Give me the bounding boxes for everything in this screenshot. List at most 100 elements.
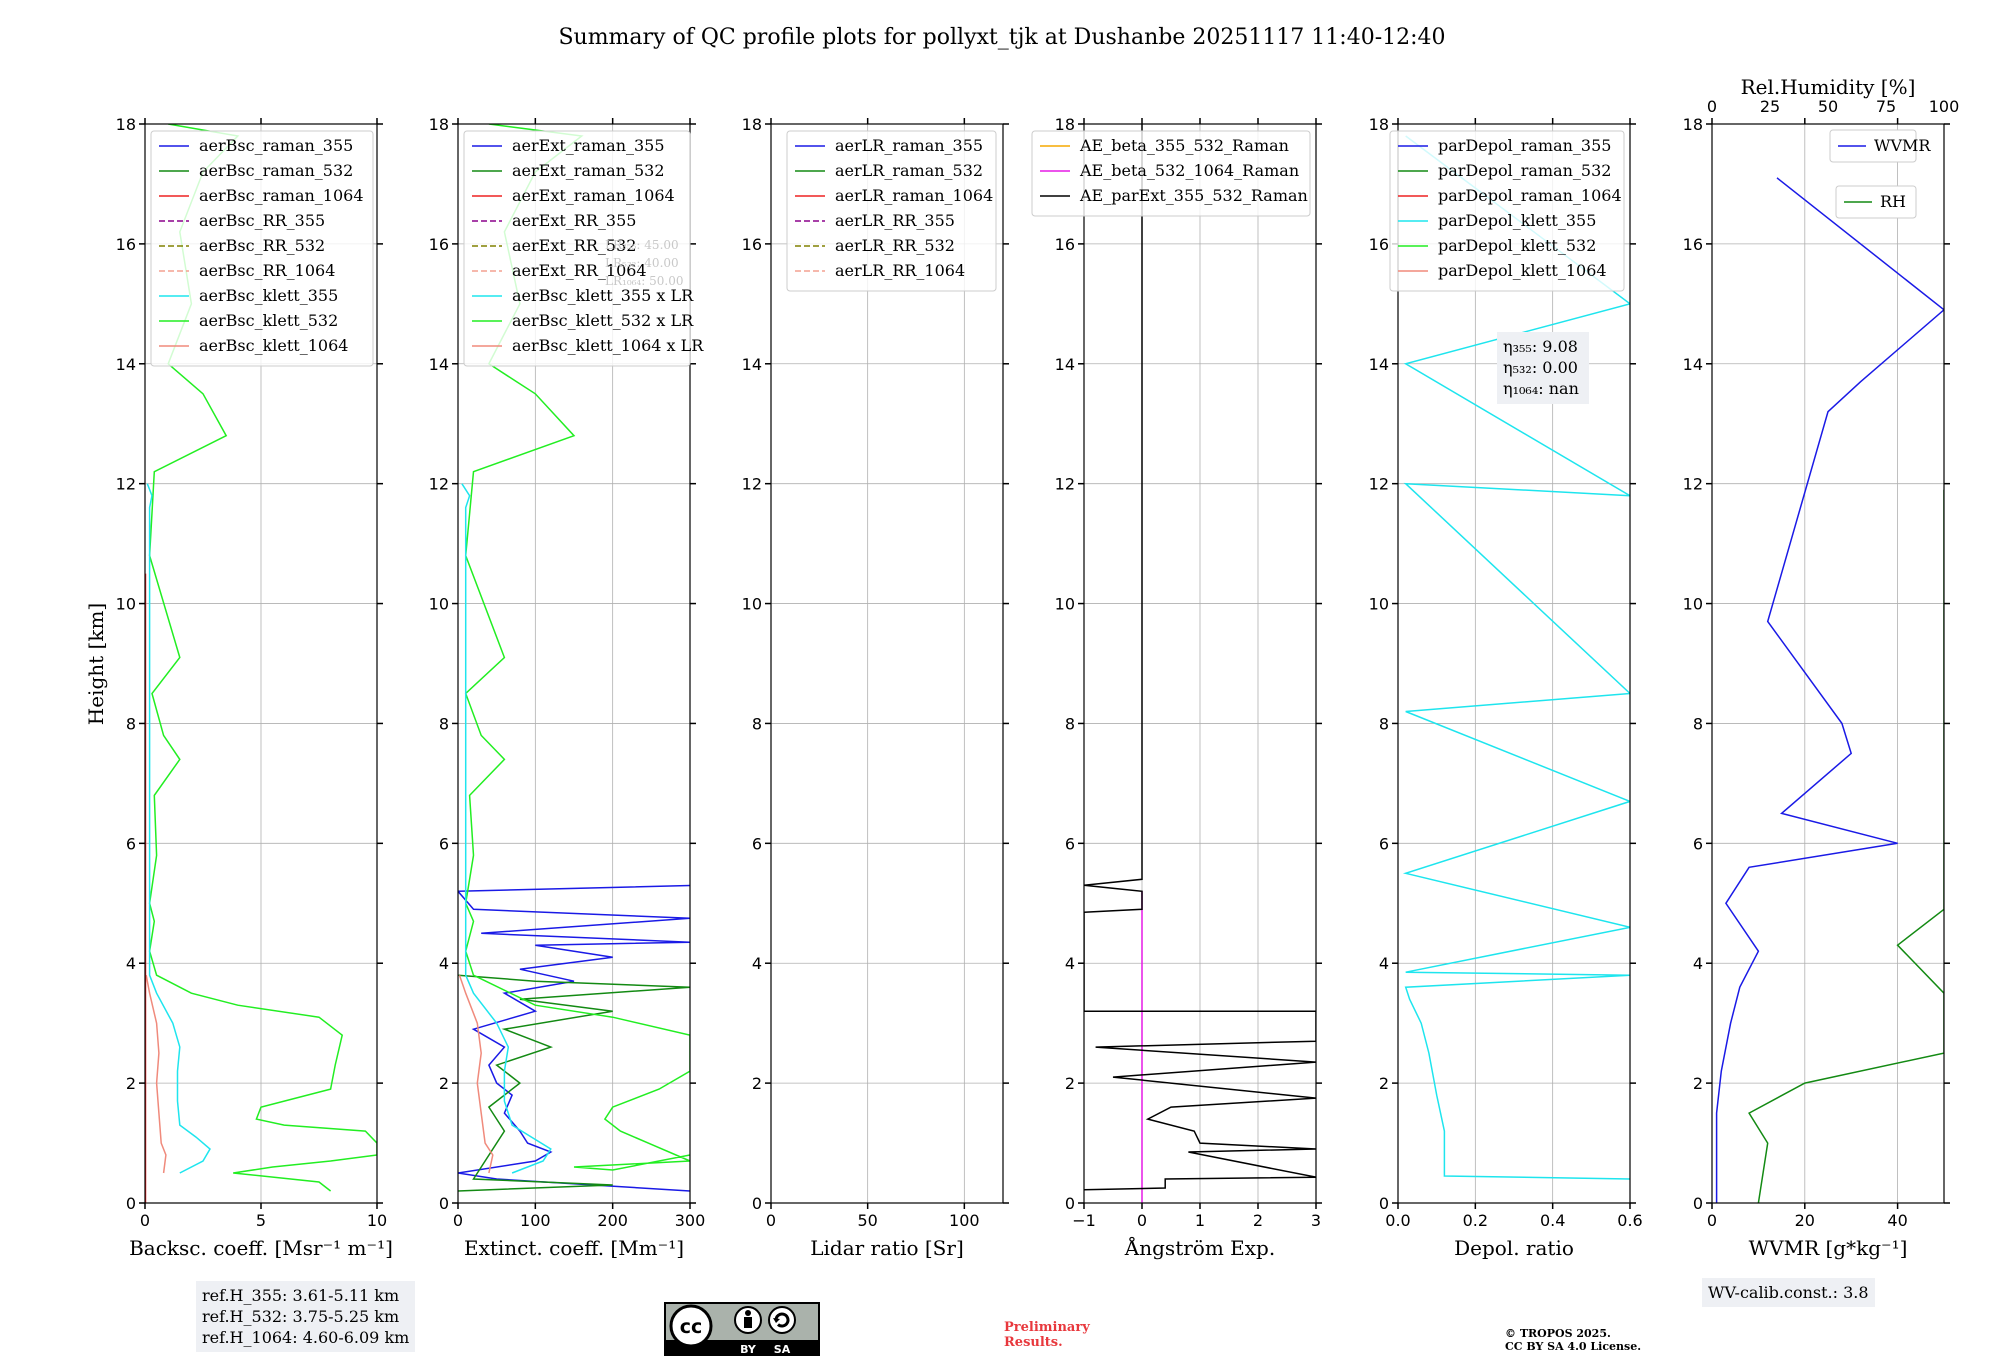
- x-axis-label: Extinct. coeff. [Mm⁻¹]: [464, 1236, 684, 1260]
- axes-frame: [1397, 123, 1631, 1204]
- series-aerBsc_klett_1064 x LR: [458, 974, 494, 1174]
- legend-label: aerExt_RR_355: [512, 211, 636, 230]
- legend-box: [1835, 185, 1917, 219]
- x-axis-label: WVMR [g*kg⁻¹]: [1749, 1236, 1908, 1260]
- legend-label: aerLR_raman_532: [835, 161, 983, 180]
- y-tick-label: 2: [439, 1074, 449, 1093]
- x-tick-label: 50: [857, 1211, 877, 1230]
- y-tick-label: 12: [1055, 475, 1075, 494]
- sa-text: SA: [774, 1343, 791, 1356]
- legend-label: AE_beta_532_1064_Raman: [1079, 161, 1299, 180]
- legend: aerBsc_raman_355 aerBsc_raman_532 aerBsc_r…: [150, 130, 374, 367]
- legend-box: [786, 130, 997, 292]
- y-tick-label: 16: [1369, 235, 1389, 254]
- series-aerBsc_klett_355: [146, 483, 211, 1174]
- legend-box: [1031, 130, 1311, 217]
- preliminary-results: Preliminary Results.: [1004, 1320, 1090, 1350]
- x-tick-label: 0.0: [1385, 1211, 1410, 1230]
- legend-label: aerLR_raman_1064: [835, 186, 993, 205]
- ref-height-1064: ref.H_1064: 4.60-6.09 km: [202, 1328, 410, 1347]
- y-tick-label: 18: [1369, 115, 1389, 134]
- axes-frame: [1711, 123, 1945, 1204]
- x-tick-label: 3: [1311, 1211, 1321, 1230]
- x-tick-label: 100: [520, 1211, 551, 1230]
- legend-label: aerBsc_RR_355: [199, 211, 325, 230]
- series-RH: [1748, 489, 1944, 1203]
- wv-calib-box: WV-calib.const.: 3.8: [1702, 1278, 1875, 1307]
- top-x-tick-label: 50: [1818, 97, 1838, 116]
- legend-label: parDepol_klett_532: [1438, 236, 1596, 255]
- x-tick-label: 10: [367, 1211, 387, 1230]
- legend-label: aerExt_raman_355: [512, 136, 665, 155]
- y-tick-label: 8: [1065, 714, 1075, 733]
- copyright-notice: © TROPOS 2025. CC BY SA 4.0 License.: [1505, 1327, 1642, 1353]
- series-AE_parExt_355_532_Raman: [1084, 124, 1316, 1191]
- y-tick-label: 12: [116, 475, 136, 494]
- y-tick-label: 2: [752, 1074, 762, 1093]
- legend-label: parDepol_klett_355: [1438, 211, 1596, 230]
- legend-label: parDepol_raman_532: [1438, 161, 1611, 180]
- series-aerBsc_klett_532: [148, 124, 377, 1192]
- legend-label: aerLR_raman_355: [835, 136, 983, 155]
- panel-depolarization: 0 2 4 6 8 10 12 14 16 18 0.0 0.2 0.4 0.6 Depol. ratio p…: [1369, 115, 1643, 1260]
- ref-height-355: ref.H_355: 3.61-5.11 km: [202, 1286, 400, 1305]
- top-x-tick-label: 75: [1876, 97, 1896, 116]
- y-tick-label: 8: [752, 714, 762, 733]
- x-tick-label: 0: [1137, 1211, 1147, 1230]
- eta-annotation: η₃₅₅: 9.08: [1503, 337, 1578, 356]
- legend-label: aerBsc_klett_1064 x LR: [512, 336, 704, 355]
- axes-frame: [457, 123, 691, 1204]
- legend-label: aerExt_RR_532: [512, 236, 636, 255]
- legend-box: [1829, 129, 1917, 163]
- eta-annotation: η₁₀₆₄: nan: [1503, 379, 1579, 398]
- panel-lidar-ratio: 0 2 4 6 8 10 12 14 16 18 0 50 100 Lidar ratio [Sr] aer…: [742, 115, 1009, 1260]
- y-tick-label: 8: [439, 714, 449, 733]
- legend-label: aerBsc_RR_532: [199, 236, 325, 255]
- y-tick-label: 4: [439, 954, 449, 973]
- x-tick-label: 2: [1253, 1211, 1263, 1230]
- y-tick-label: 2: [1379, 1074, 1389, 1093]
- y-tick-label: 4: [752, 954, 762, 973]
- y-tick-label: 6: [752, 834, 762, 853]
- series-aerExt_raman_355: [458, 884, 690, 1192]
- x-tick-label: 0.6: [1617, 1211, 1642, 1230]
- y-tick-label: 16: [742, 235, 762, 254]
- y-tick-label: 0: [126, 1194, 136, 1213]
- y-tick-label: 8: [1693, 714, 1703, 733]
- x-tick-label: 0: [766, 1211, 776, 1230]
- y-tick-label: 12: [429, 475, 449, 494]
- by-text: BY: [740, 1343, 757, 1356]
- cc-text: cc: [680, 1316, 703, 1338]
- legend: parDepol_raman_355 parDepol_raman_532 parD…: [1389, 130, 1625, 292]
- x-tick-label: 0.2: [1463, 1211, 1488, 1230]
- axes-frame: [770, 123, 1004, 1204]
- x-tick-label: 0: [1707, 1211, 1717, 1230]
- lidar-ratio-annotation: LR₁₀₆₄: 50.00: [605, 274, 683, 288]
- y-tick-label: 10: [1683, 595, 1703, 614]
- y-tick-label: 0: [439, 1194, 449, 1213]
- x-tick-label: 20: [1795, 1211, 1815, 1230]
- y-tick-label: 16: [1055, 235, 1075, 254]
- legend-label: aerExt_raman_1064: [512, 186, 675, 205]
- x-axis-label: Ångström Exp.: [1124, 1235, 1275, 1260]
- legend: WVMR: [1829, 129, 1931, 163]
- y-tick-label: 2: [1693, 1074, 1703, 1093]
- y-tick-label: 14: [742, 355, 762, 374]
- legend-label: AE_beta_355_532_Raman: [1079, 136, 1289, 155]
- legend-label: aerBsc_RR_1064: [199, 261, 335, 280]
- y-tick-label: 18: [1683, 115, 1703, 134]
- y-tick-label: 4: [1379, 954, 1389, 973]
- series-WVMR: [1715, 177, 1944, 1203]
- x-tick-label: 100: [949, 1211, 980, 1230]
- top-x-tick-label: 100: [1929, 97, 1960, 116]
- x-tick-label: 0.4: [1540, 1211, 1565, 1230]
- y-tick-label: 0: [1379, 1194, 1389, 1213]
- y-tick-label: 6: [1693, 834, 1703, 853]
- legend-label: aerBsc_klett_532 x LR: [512, 311, 694, 330]
- y-tick-label: 16: [116, 235, 136, 254]
- legend: RH: [1835, 185, 1917, 219]
- series-aerExt_raman_532: [458, 974, 690, 1192]
- lidar-ratio-annotation: LR₃₅₅: 45.00: [605, 238, 679, 252]
